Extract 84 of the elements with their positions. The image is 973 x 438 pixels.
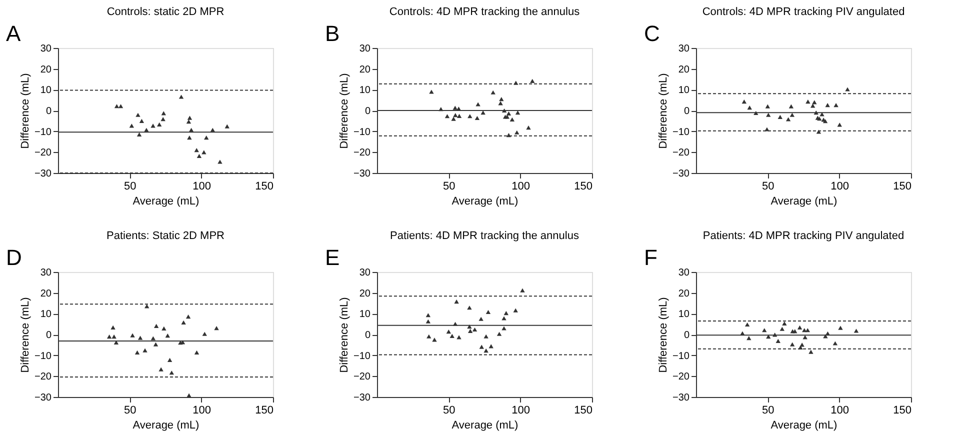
y-tick-label: −20 — [354, 148, 371, 159]
y-tick-label: 20 — [678, 288, 690, 300]
x-tick-label: 50 — [124, 180, 136, 192]
x-axis-title: Average (mL) — [132, 420, 200, 432]
x-tick-label: 150 — [893, 180, 912, 192]
y-axis-title: Difference (mL) — [658, 73, 670, 149]
y-tick-label: 0 — [364, 106, 371, 117]
y-axis-title: Difference (mL) — [338, 73, 351, 149]
y-tick-label: −30 — [34, 168, 52, 180]
x-tick-label: 100 — [512, 404, 530, 416]
x-tick-label: 150 — [255, 404, 274, 416]
chart-title: Patients: 4D MPR tracking the annulus — [390, 230, 580, 242]
y-tick-label: −30 — [34, 392, 52, 404]
y-tick-label: 20 — [359, 64, 371, 76]
y-tick-label: −10 — [354, 126, 371, 138]
y-tick-label: −10 — [354, 350, 371, 362]
y-tick-label: 20 — [40, 64, 52, 76]
y-tick-label: 0 — [364, 330, 371, 341]
y-tick-label: 30 — [40, 268, 52, 278]
text: E — [325, 245, 340, 270]
y-tick-label: 10 — [678, 309, 690, 320]
y-tick-label: −30 — [354, 168, 371, 180]
x-tick-label: 150 — [574, 180, 592, 192]
y-tick-label: −20 — [354, 372, 371, 383]
text: A — [6, 21, 21, 46]
y-tick-label: 30 — [678, 44, 690, 54]
y-tick-label: 10 — [359, 309, 371, 320]
y-axis-title: Difference (mL) — [20, 73, 32, 149]
y-tick-label: 10 — [40, 85, 52, 96]
y-tick-label: 0 — [46, 330, 52, 341]
x-tick-label: 50 — [124, 404, 136, 416]
x-tick-label: 150 — [574, 404, 592, 416]
y-axis-title: Difference (mL) — [20, 297, 32, 373]
y-tick-label: 10 — [678, 85, 690, 96]
x-tick-label: 100 — [512, 180, 530, 192]
y-tick-label: −20 — [672, 372, 690, 383]
x-tick-label: 150 — [255, 180, 274, 192]
y-tick-label: 30 — [359, 44, 371, 54]
chart-title: Controls: 4D MPR tracking PIV angulated — [702, 6, 905, 18]
x-axis-title: Average (mL) — [452, 420, 518, 432]
y-axis-title: Difference (mL) — [658, 297, 670, 373]
x-tick-label: 100 — [830, 180, 850, 192]
y-tick-label: −30 — [672, 168, 690, 180]
y-tick-label: −10 — [34, 350, 52, 362]
y-tick-label: 20 — [40, 288, 52, 300]
y-tick-label: −30 — [354, 392, 371, 404]
y-tick-label: 20 — [678, 64, 690, 76]
y-tick-label: 0 — [684, 330, 690, 341]
chart-title: Patients: Static 2D MPR — [106, 230, 225, 242]
text: F — [644, 245, 658, 270]
chart-title: Patients: 4D MPR tracking PIV angulated — [702, 230, 904, 242]
text: C — [644, 21, 660, 46]
y-tick-label: 0 — [46, 106, 52, 117]
x-tick-label: 50 — [762, 180, 774, 192]
x-tick-label: 150 — [893, 404, 912, 416]
x-tick-label: 50 — [443, 180, 456, 192]
text: B — [325, 21, 340, 46]
x-axis-title: Average (mL) — [132, 196, 200, 208]
y-tick-label: −30 — [672, 392, 690, 404]
y-tick-label: −10 — [672, 350, 690, 362]
chart-title: Controls: static 2D MPR — [106, 6, 224, 18]
y-tick-label: 0 — [684, 106, 690, 117]
y-tick-label: −10 — [672, 126, 690, 138]
text: D — [6, 245, 22, 270]
y-tick-label: 10 — [359, 85, 371, 96]
x-axis-title: Average (mL) — [770, 196, 838, 208]
chart-title: Controls: 4D MPR tracking the annulus — [389, 6, 580, 18]
x-tick-label: 100 — [192, 404, 212, 416]
x-tick-label: 100 — [830, 404, 850, 416]
y-tick-label: 30 — [359, 268, 371, 278]
x-axis-title: Average (mL) — [452, 196, 518, 208]
y-tick-label: 20 — [359, 288, 371, 300]
x-tick-label: 50 — [443, 404, 456, 416]
x-axis-title: Average (mL) — [770, 420, 838, 432]
x-tick-label: 100 — [192, 180, 212, 192]
y-tick-label: −20 — [34, 148, 52, 159]
y-tick-label: 30 — [678, 268, 690, 278]
y-tick-label: −10 — [34, 126, 52, 138]
y-tick-label: −20 — [34, 372, 52, 383]
y-tick-label: −20 — [672, 148, 690, 159]
y-tick-label: 10 — [40, 309, 52, 320]
y-axis-title: Difference (mL) — [338, 297, 351, 373]
x-tick-label: 50 — [762, 404, 774, 416]
y-tick-label: 30 — [40, 44, 52, 54]
